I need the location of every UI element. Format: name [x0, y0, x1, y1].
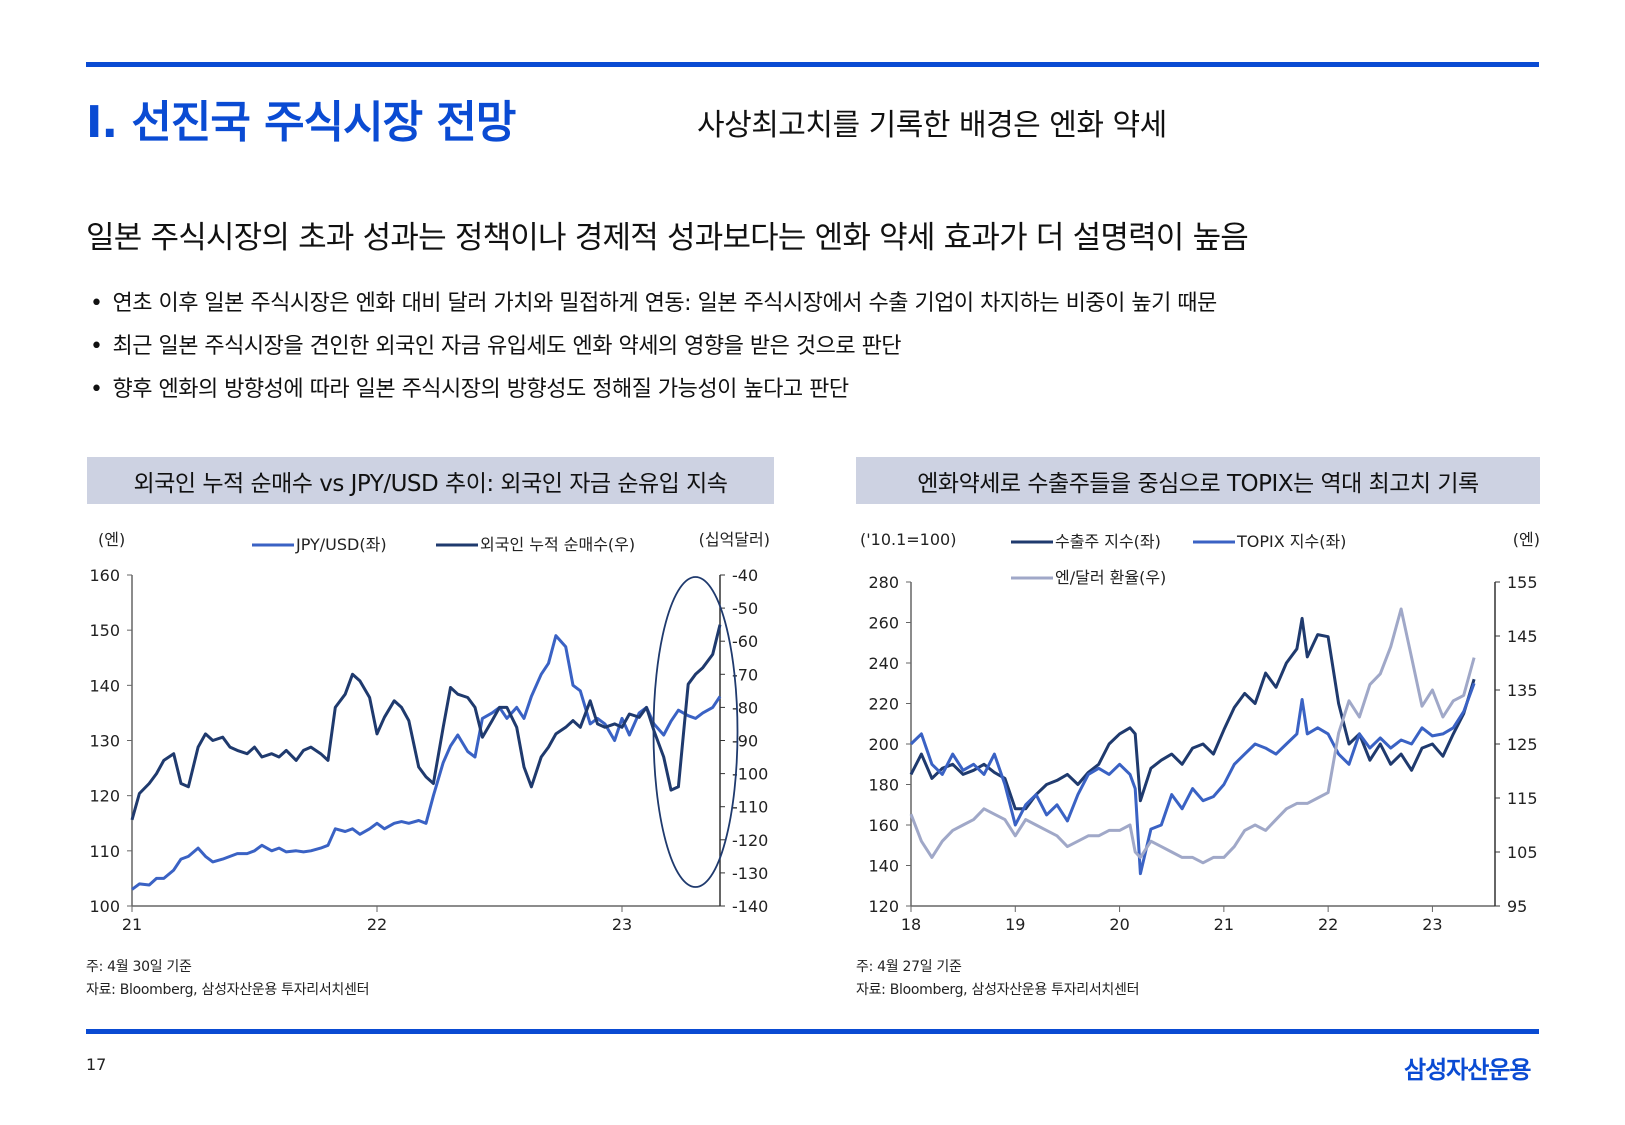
y-tick-label-right: -90 [732, 732, 758, 751]
x-tick-label: 19 [1005, 915, 1025, 930]
chart2-source: 자료: Bloomberg, 삼성자산운용 투자리서치센터 [856, 982, 1140, 998]
series-line-2 [909, 682, 1476, 876]
y-axis-label-right: (엔) [1513, 530, 1540, 549]
x-tick-label: 20 [1109, 915, 1129, 930]
section-title: I. 선진국 주식시장 전망 [86, 97, 516, 148]
series-line-3 [909, 607, 1476, 865]
y-tick-label-right: 105 [1507, 843, 1538, 862]
y-tick-label-right: -110 [732, 798, 768, 817]
legend-label: 외국인 누적 순매수(우) [480, 535, 635, 554]
y-tick-label-left: 130 [89, 732, 120, 751]
x-tick-label: 21 [122, 915, 142, 930]
y-tick-label-right: -100 [732, 765, 768, 784]
y-tick-label-left: 260 [868, 614, 899, 633]
chart2-note: 주: 4월 27일 기준 [856, 959, 962, 975]
series-line-1 [131, 634, 722, 891]
y-tick-label-left: 120 [868, 897, 899, 916]
legend-label: TOPIX 지수(좌) [1236, 532, 1346, 551]
y-tick-label-right: 135 [1507, 681, 1538, 700]
y-tick-label-left: 240 [868, 654, 899, 673]
y-tick-label-right: 95 [1507, 897, 1527, 916]
company-logo: 삼성자산운용 [1404, 1056, 1531, 1084]
y-tick-label-right: -140 [732, 897, 768, 916]
y-tick-label-left: 220 [868, 695, 899, 714]
chart2: 280 260 240 220 200 180 160 140 120 155 145 135 125 1… [860, 530, 1540, 930]
chart2-notes: 주: 4월 27일 기준 자료: Bloomberg, 삼성자산운용 투자리서치… [856, 956, 1139, 1002]
headline: 일본 주식시장의 초과 성과는 정책이나 경제적 성과보다는 엔화 약세 효과가… [86, 220, 1249, 256]
series-line-2 [130, 624, 722, 821]
chart1-note: 주: 4월 30일 기준 [86, 959, 192, 975]
y-tick-label-right: -130 [732, 864, 768, 883]
x-tick-label: 22 [367, 915, 387, 930]
slide-subtitle: 사상최고치를 기록한 배경은 엔화 약세 [697, 108, 1167, 143]
y-tick-label-left: 150 [89, 621, 120, 640]
chart1-title: 외국인 누적 순매수 vs JPY/USD 추이: 외국인 자금 순유입 지속 [87, 457, 774, 504]
top-rule [86, 62, 1539, 67]
x-tick-label: 23 [612, 915, 632, 930]
bullet-item: 연초 이후 일본 주식시장은 엔화 대비 달러 가치와 밀접하게 연동: 일본 … [90, 282, 1217, 325]
y-tick-label-left: 160 [89, 566, 120, 585]
y-tick-label-right: -50 [732, 599, 758, 618]
y-tick-label-right: -80 [732, 698, 758, 717]
page-number: 17 [86, 1055, 107, 1074]
y-tick-label-left: 180 [868, 776, 899, 795]
series-line-1 [909, 616, 1476, 811]
y-tick-label-right: 145 [1507, 627, 1538, 646]
y-tick-label-left: 120 [89, 787, 120, 806]
x-tick-label: 21 [1214, 915, 1234, 930]
chart1: 160 150 140 130 120 110 100 -40 -50 -60 -70 -80 -90 -… [89, 530, 770, 930]
chart1-source: 자료: Bloomberg, 삼성자산운용 투자리서치센터 [86, 982, 370, 998]
bullet-item: 최근 일본 주식시장을 견인한 외국인 자금 유입세도 엔화 약세의 영향을 받… [90, 325, 1217, 368]
bullet-list: 연초 이후 일본 주식시장은 엔화 대비 달러 가치와 밀접하게 연동: 일본 … [90, 282, 1217, 411]
bullet-item: 향후 엔화의 방향성에 따라 일본 주식시장의 방향성도 정해질 가능성이 높다… [90, 368, 1217, 411]
bottom-rule [86, 1029, 1539, 1034]
x-tick-label: 23 [1422, 915, 1442, 930]
y-tick-label-left: 100 [89, 897, 120, 916]
y-tick-label-left: 200 [868, 735, 899, 754]
y-axis-label-left: ('10.1=100) [860, 530, 956, 549]
y-tick-label-left: 110 [89, 842, 120, 861]
y-tick-label-left: 280 [868, 573, 899, 592]
y-tick-label-right: 115 [1507, 789, 1538, 808]
legend-label: JPY/USD(좌) [295, 535, 387, 554]
y-axis-label-left: (엔) [98, 530, 125, 549]
y-tick-label-right: -60 [732, 632, 758, 651]
highlight-ellipse [652, 576, 739, 888]
legend-label: 엔/달러 환율(우) [1055, 568, 1166, 587]
y-tick-label-right: 125 [1507, 735, 1538, 754]
y-tick-label-left: 160 [868, 816, 899, 835]
legend-label: 수출주 지수(좌) [1055, 532, 1161, 551]
y-tick-label-left: 140 [868, 857, 899, 876]
chart2-title: 엔화약세로 수출주들을 중심으로 TOPIX는 역대 최고치 기록 [856, 457, 1540, 504]
chart1-notes: 주: 4월 30일 기준 자료: Bloomberg, 삼성자산운용 투자리서치… [86, 956, 369, 1002]
y-tick-label-right: 155 [1507, 573, 1538, 592]
x-tick-label: 22 [1318, 915, 1338, 930]
y-tick-label-left: 140 [89, 676, 120, 695]
y-tick-label-right: -40 [732, 566, 758, 585]
y-tick-label-right: -120 [732, 831, 768, 850]
x-tick-label: 18 [901, 915, 921, 930]
y-tick-label-right: -70 [732, 665, 758, 684]
y-axis-label-right: (십억달러) [699, 530, 770, 549]
